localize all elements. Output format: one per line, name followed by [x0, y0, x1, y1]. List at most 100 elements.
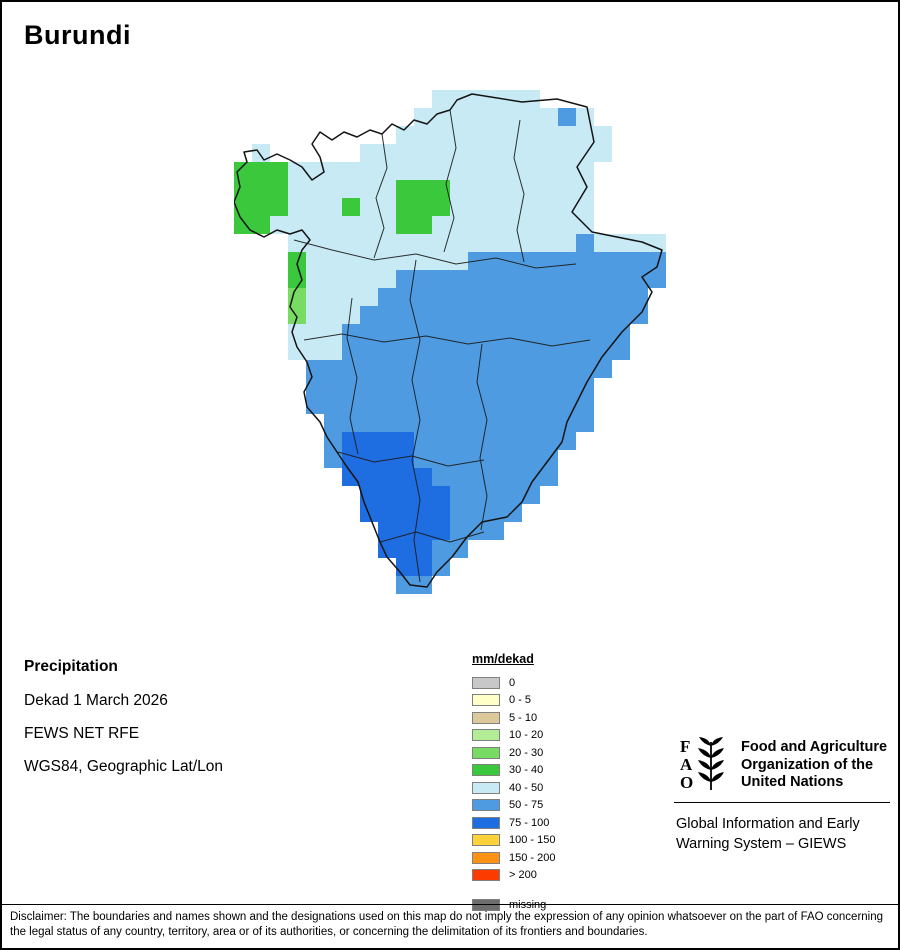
raster-cell — [270, 198, 288, 216]
raster-cell — [486, 414, 504, 432]
legend-entry-label: 150 - 200 — [509, 851, 556, 864]
raster-cell — [540, 198, 558, 216]
raster-cell — [450, 504, 468, 522]
raster-cell — [522, 378, 540, 396]
raster-cell — [450, 180, 468, 198]
raster-cell — [396, 486, 414, 504]
raster-cell — [594, 270, 612, 288]
legend-entry-label: 5 - 10 — [509, 711, 538, 724]
raster-cell — [558, 216, 576, 234]
raster-cell — [504, 306, 522, 324]
raster-cell — [432, 414, 450, 432]
raster-cell — [468, 270, 486, 288]
raster-cell — [522, 396, 540, 414]
raster-cell — [540, 432, 558, 450]
raster-cell — [306, 270, 324, 288]
raster-cell — [594, 252, 612, 270]
raster-cell — [468, 414, 486, 432]
raster-cell — [450, 342, 468, 360]
raster-cell — [594, 234, 612, 252]
raster-cell — [360, 162, 378, 180]
legend-entry: 20 - 30 — [472, 744, 555, 762]
raster-cell — [396, 234, 414, 252]
raster-cell — [468, 216, 486, 234]
info-source: FEWS NET RFE — [24, 725, 140, 742]
raster-cell — [360, 288, 378, 306]
raster-cell — [396, 288, 414, 306]
fao-name: Food and Agriculture Organization of the… — [741, 739, 888, 790]
raster-cell — [558, 270, 576, 288]
raster-cell — [486, 486, 504, 504]
raster-cell — [324, 234, 342, 252]
raster-cell — [432, 270, 450, 288]
raster-cell — [558, 108, 576, 126]
raster-cell — [396, 144, 414, 162]
raster-cell — [432, 306, 450, 324]
raster-cell — [396, 540, 414, 558]
legend-swatch — [472, 764, 500, 777]
raster-cell — [360, 234, 378, 252]
raster-cell — [468, 288, 486, 306]
map-info: Precipitation Dekad 1 March 2026 FEWS NE… — [24, 658, 223, 791]
raster-cell — [558, 360, 576, 378]
raster-cell — [360, 180, 378, 198]
raster-cell — [486, 288, 504, 306]
raster-cell — [504, 270, 522, 288]
raster-cell — [396, 450, 414, 468]
raster-cell — [630, 288, 648, 306]
raster-cell — [540, 360, 558, 378]
raster-cell — [522, 450, 540, 468]
raster-cell — [504, 288, 522, 306]
raster-cell — [342, 288, 360, 306]
raster-cell — [558, 162, 576, 180]
raster-cell — [504, 450, 522, 468]
raster-cell — [504, 432, 522, 450]
raster-cell — [288, 288, 306, 306]
raster-cell — [324, 180, 342, 198]
legend-swatch — [472, 834, 500, 847]
raster-cell — [486, 342, 504, 360]
raster-cell — [504, 90, 522, 108]
raster-cell — [522, 90, 540, 108]
raster-cell — [450, 270, 468, 288]
legend-entry-label: 20 - 30 — [509, 746, 544, 759]
raster-cell — [288, 198, 306, 216]
raster-cell — [450, 162, 468, 180]
raster-cell — [576, 234, 594, 252]
raster-cell — [306, 234, 324, 252]
raster-cell — [342, 270, 360, 288]
raster-cell — [630, 234, 648, 252]
raster-cell — [594, 324, 612, 342]
raster-cell — [576, 360, 594, 378]
raster-cell — [252, 198, 270, 216]
legend-entry: 10 - 20 — [472, 727, 555, 745]
raster-cell — [432, 90, 450, 108]
raster-cell — [450, 432, 468, 450]
admin-boundaries — [234, 93, 663, 588]
raster-cell — [450, 288, 468, 306]
raster-cell — [324, 450, 342, 468]
raster-cell — [540, 216, 558, 234]
legend-entry-label: 0 — [509, 676, 516, 689]
raster-cell — [432, 342, 450, 360]
raster-cell — [576, 342, 594, 360]
raster-cell — [486, 378, 504, 396]
raster-cell — [342, 216, 360, 234]
raster-cell — [360, 306, 378, 324]
raster-cell — [378, 162, 396, 180]
raster-cell — [450, 486, 468, 504]
raster-cell — [342, 468, 360, 486]
raster-cell — [360, 450, 378, 468]
legend-entry-label: 30 - 40 — [509, 764, 544, 777]
raster-cell — [522, 486, 540, 504]
raster-cell — [522, 198, 540, 216]
raster-cell — [360, 414, 378, 432]
raster-cell — [378, 306, 396, 324]
raster-cell — [504, 180, 522, 198]
raster-cell — [450, 396, 468, 414]
raster-cell — [450, 468, 468, 486]
raster-cell — [576, 396, 594, 414]
raster-cell — [486, 162, 504, 180]
raster-cell — [486, 396, 504, 414]
raster-cell — [360, 342, 378, 360]
